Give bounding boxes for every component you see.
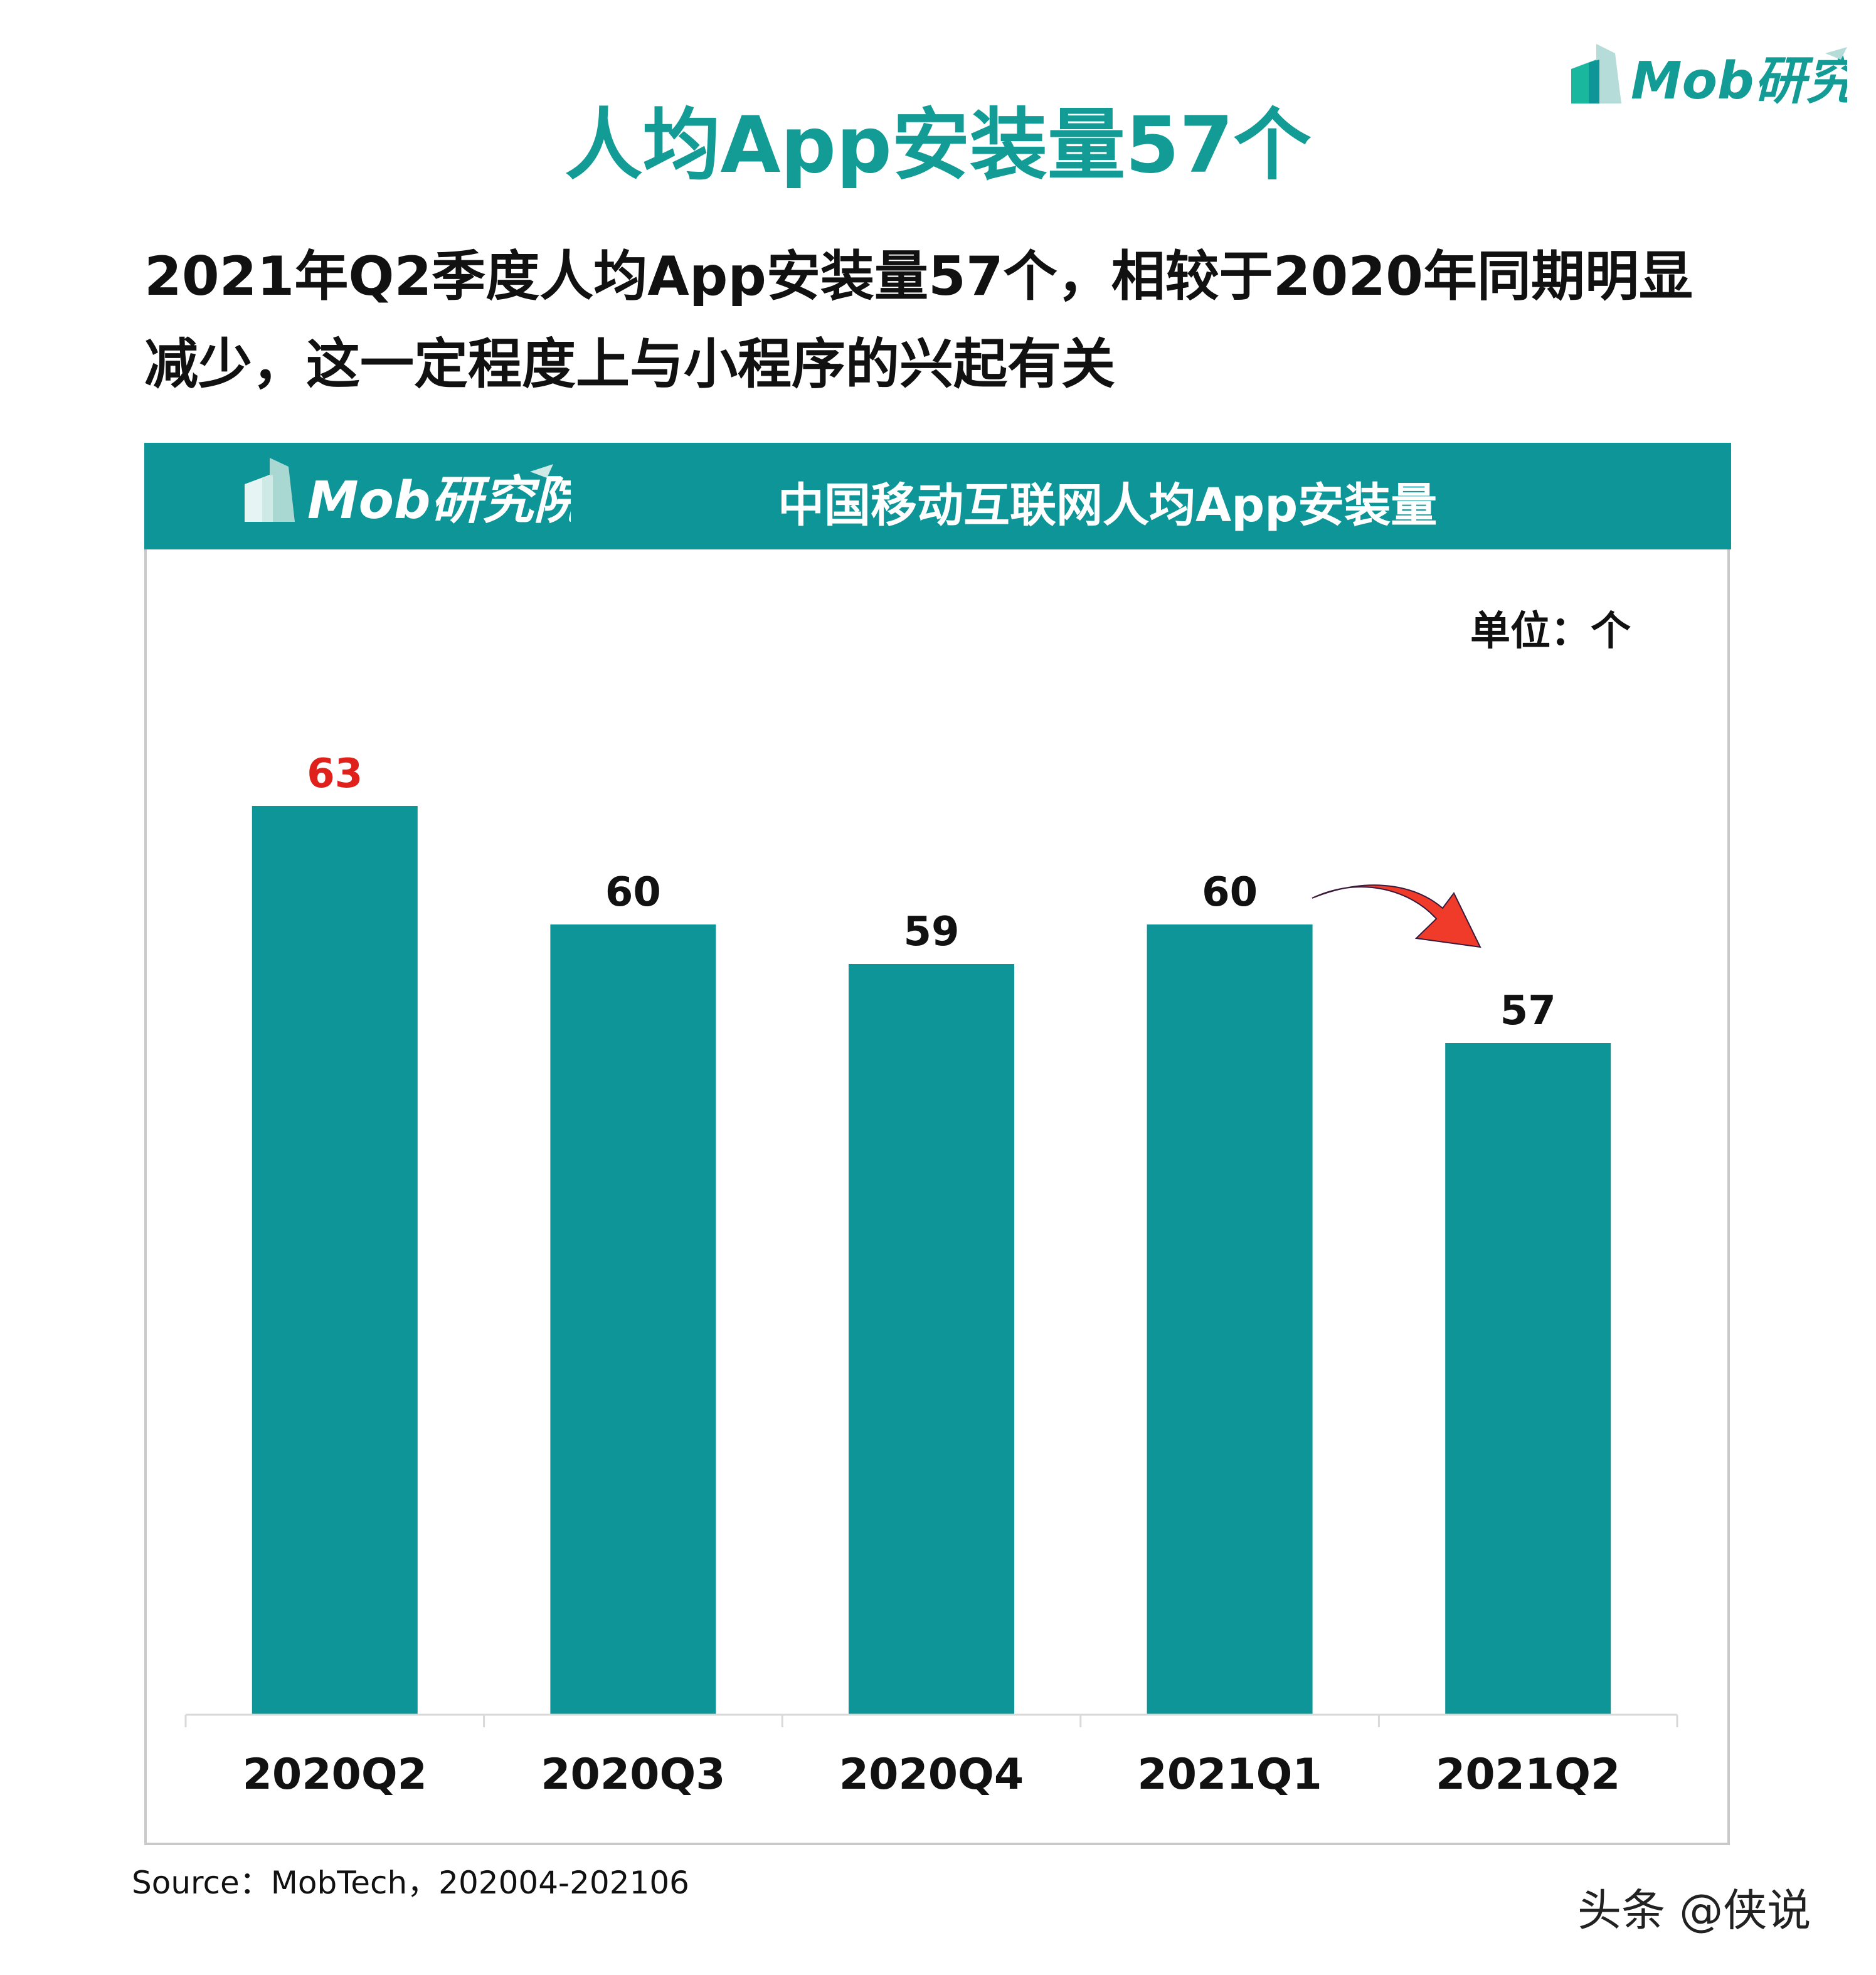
data-label-2021Q2: 57 [1500, 988, 1556, 1034]
bar-2021Q1 [1147, 924, 1313, 1715]
subtitle-line-1: 2021年Q2季度人均App安装量57个，相较于2020年同期明显 [144, 245, 1693, 308]
unit-label: 单位：个 [1470, 608, 1631, 655]
data-label-2021Q1: 60 [1202, 869, 1258, 916]
chart-header-bar [144, 443, 1731, 549]
mob-logo: Mob研究院 [1571, 41, 1876, 119]
x-tick-label-2021Q1: 2021Q1 [1137, 1750, 1322, 1799]
bar-2020Q2 [252, 806, 418, 1715]
watermark: 头条 @侠说 [1577, 1885, 1811, 1936]
bar-2020Q3 [550, 924, 716, 1715]
svg-text:Mob研究院: Mob研究院 [307, 471, 571, 531]
decrease-arrow [1312, 884, 1481, 948]
data-label-2020Q4: 59 [903, 909, 959, 955]
source-note: Source：MobTech，202004-202106 [132, 1865, 689, 1901]
data-label-2020Q2: 63 [307, 751, 363, 797]
svg-text:Mob研究院: Mob研究院 [1631, 51, 1847, 111]
bar-2021Q2 [1445, 1043, 1611, 1715]
chart-frame [144, 549, 1730, 1845]
x-tick-label-2020Q4: 2020Q4 [839, 1750, 1024, 1799]
mob-logo-header: Mob研究院 [245, 453, 593, 537]
x-tick-label-2020Q3: 2020Q3 [541, 1750, 725, 1799]
bar-2020Q4 [849, 964, 1014, 1715]
data-label-2020Q3: 60 [605, 869, 661, 916]
x-tick-label-2020Q2: 2020Q2 [243, 1750, 427, 1799]
chart-title: 中国移动互联网人均App安装量 [778, 479, 1438, 532]
page-title: 人均App安装量57个 [564, 100, 1312, 191]
subtitle-line-2: 减少，这一定程度上与小程序的兴起有关 [144, 333, 1115, 396]
x-tick-label-2021Q2: 2021Q2 [1436, 1750, 1620, 1799]
